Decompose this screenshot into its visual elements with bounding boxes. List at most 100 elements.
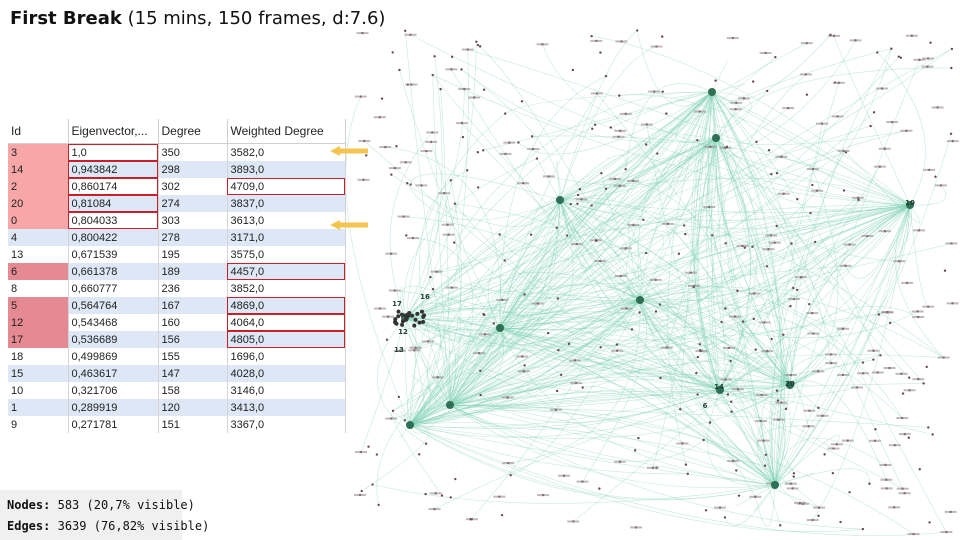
edge (724, 484, 776, 527)
table-row: 8 0,660777 236 3852,0 (8, 280, 346, 297)
edge (449, 404, 914, 535)
edge (719, 328, 844, 391)
node-label (886, 121, 899, 124)
table-row: 3 1,0 350 3582,0 (8, 143, 346, 161)
hub-label: 16 (420, 293, 430, 301)
node-label (888, 506, 901, 509)
node-label (900, 129, 913, 132)
node (450, 55, 454, 59)
table-row: 17 0,536689 156 4805,0 (8, 331, 346, 348)
node-label (946, 140, 959, 143)
node-label (945, 242, 958, 245)
edge (715, 137, 832, 364)
edge (673, 91, 713, 99)
edge (372, 484, 776, 504)
edge (449, 199, 561, 406)
node (779, 524, 782, 527)
node (696, 393, 699, 396)
node-label (627, 179, 640, 182)
edge (409, 389, 721, 429)
node (752, 317, 755, 321)
table-cell: 0,671539 (68, 246, 159, 263)
node (723, 516, 727, 519)
node-label (898, 433, 911, 436)
node-label (373, 116, 386, 119)
edge (409, 389, 721, 428)
node-label (613, 184, 626, 187)
edge (708, 370, 791, 391)
edge (345, 96, 411, 426)
table-cell: 15 (8, 365, 69, 382)
edge (409, 197, 859, 426)
edge (595, 91, 713, 241)
node-label (420, 150, 433, 153)
node-label (803, 409, 816, 412)
node (767, 149, 771, 152)
edge (404, 146, 711, 319)
table-cell: 3 (8, 143, 69, 161)
edge (409, 91, 713, 426)
edge (639, 299, 721, 391)
node (449, 179, 452, 182)
edge (639, 299, 791, 389)
table-cell: 303 (158, 212, 228, 229)
node-label (650, 45, 663, 48)
edge (409, 384, 791, 439)
node (409, 183, 412, 186)
edge (409, 424, 688, 475)
node-label (695, 350, 708, 353)
edge (449, 137, 717, 406)
node-label (503, 141, 516, 144)
node (831, 471, 835, 475)
node (869, 124, 872, 128)
edge (404, 317, 431, 426)
node-label (693, 110, 706, 113)
node (698, 349, 702, 352)
edge (715, 137, 791, 386)
edge (404, 113, 506, 426)
node-label (934, 184, 947, 187)
edge (409, 395, 732, 426)
table-row: 4 0,800422 278 3171,0 (8, 229, 346, 246)
node-label (415, 184, 428, 187)
node-label (913, 229, 926, 232)
node-label (619, 112, 632, 115)
node-label (898, 492, 911, 495)
edge (470, 91, 713, 520)
edge (404, 88, 465, 319)
table-row: 5 0,564764 167 4869,0 (8, 297, 346, 314)
edge (715, 137, 792, 386)
edge (499, 327, 791, 386)
edge (404, 317, 782, 404)
edge (715, 137, 776, 486)
node (403, 313, 408, 318)
node-label (757, 439, 770, 442)
data-table: Id Eigenvector,... Degree Weighted Degree 3… (8, 119, 346, 433)
node-label (903, 389, 916, 392)
edge (409, 130, 907, 426)
node-label (438, 192, 451, 195)
edge (449, 389, 721, 406)
edge (716, 384, 791, 414)
edge (430, 141, 462, 406)
node (684, 232, 687, 236)
edge (404, 137, 717, 319)
edge (404, 48, 892, 319)
edge (559, 56, 776, 201)
node-label (570, 243, 583, 246)
edge (639, 247, 746, 308)
edge (697, 137, 721, 391)
node-label (397, 215, 410, 218)
hub-label: 14 (714, 383, 724, 391)
edge (449, 137, 717, 406)
node (817, 514, 820, 518)
edge (666, 91, 715, 348)
node-label (782, 107, 795, 110)
edge (403, 216, 791, 386)
node-label (806, 312, 819, 315)
edge (394, 290, 721, 391)
edge (626, 111, 701, 301)
hub (906, 201, 914, 209)
node (424, 492, 427, 496)
